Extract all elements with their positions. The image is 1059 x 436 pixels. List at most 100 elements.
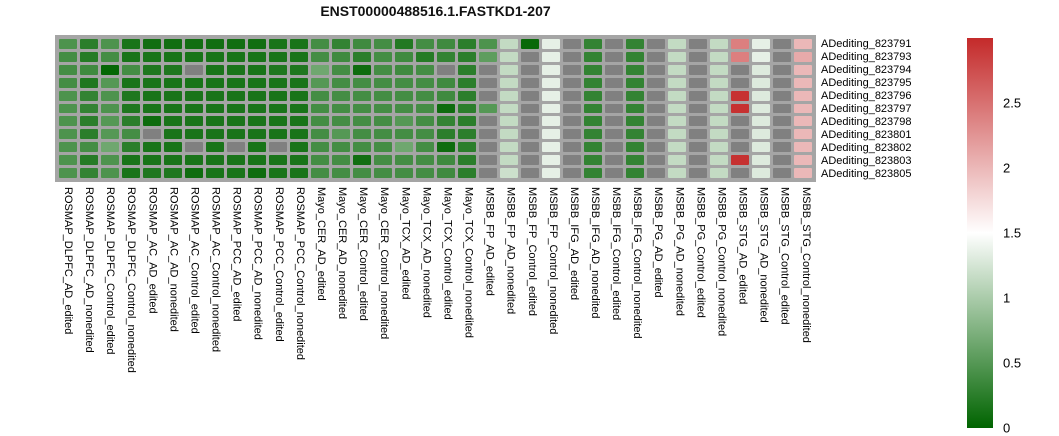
heatmap-cell [689, 116, 707, 127]
heatmap-cell [59, 129, 77, 140]
heatmap-cell [122, 77, 140, 88]
heatmap-cell [227, 155, 245, 166]
heatmap-cell [794, 116, 812, 127]
heatmap-cell [311, 77, 329, 88]
heatmap-cell [332, 155, 350, 166]
heatmap-cell [353, 155, 371, 166]
heatmap-cell [521, 77, 539, 88]
heatmap-cell [332, 64, 350, 75]
column-label: MSBB_IFG_AD_nonedited [589, 187, 601, 319]
heatmap-cell [668, 116, 686, 127]
heatmap-cell [584, 39, 602, 49]
heatmap-cell [563, 103, 581, 114]
heatmap-cell [416, 129, 434, 140]
heatmap-cell [479, 155, 497, 166]
heatmap-cell [143, 64, 161, 75]
heatmap-cell [80, 51, 98, 62]
heatmap-cell [206, 155, 224, 166]
heatmap-cell [752, 103, 770, 114]
heatmap-cell [458, 64, 476, 75]
heatmap-cell [689, 77, 707, 88]
heatmap-cell [101, 142, 119, 153]
column-label: ROSMAP_DLPFC_AD_nonedited [83, 187, 96, 353]
heatmap-cell [185, 77, 203, 88]
heatmap-cell [416, 64, 434, 75]
heatmap-cell [353, 90, 371, 101]
heatmap-cell [164, 155, 182, 166]
heatmap-cell [542, 39, 560, 49]
heatmap-cell [479, 51, 497, 62]
heatmap-cell [794, 142, 812, 153]
column-label: ROSMAP_AC_Control_nonedited [209, 187, 222, 353]
heatmap-cell [542, 142, 560, 153]
row-label: ADediting_823793 [821, 50, 912, 63]
column-label: MSBB_IFG_AD_edited [567, 187, 580, 301]
heatmap-cell [584, 90, 602, 101]
row-label: ADediting_823803 [821, 154, 912, 167]
heatmap-cell [437, 129, 455, 140]
heatmap-cell [248, 51, 266, 62]
heatmap-cell [80, 103, 98, 114]
column-label: ROSMAP_PCC_Control_nonedited [293, 187, 306, 361]
heatmap-cell [101, 103, 119, 114]
heatmap-cell [311, 39, 329, 49]
column-labels: ROSMAP_DLPFC_AD_edited ROSMAP_DLPFC_AD_no… [55, 187, 816, 428]
heatmap-cell [395, 116, 413, 127]
column-label: Mayo_TCX_AD_edited [399, 187, 412, 300]
heatmap-cell [437, 39, 455, 49]
colorbar-tick-label: 2.5 [1003, 95, 1022, 111]
heatmap-cell [269, 51, 287, 62]
heatmap-cell [101, 129, 119, 140]
heatmap-cell [437, 51, 455, 62]
heatmap-cell [689, 39, 707, 49]
heatmap-cell [395, 39, 413, 49]
heatmap-cell [143, 129, 161, 140]
heatmap-cell [773, 129, 791, 140]
heatmap-cell [500, 116, 518, 127]
heatmap-cell [227, 64, 245, 75]
heatmap-cell [689, 103, 707, 114]
heatmap-grid [55, 35, 816, 182]
heatmap-cell [479, 90, 497, 101]
heatmap-cell [311, 168, 329, 178]
heatmap-cell [437, 142, 455, 153]
heatmap-cell [794, 39, 812, 49]
heatmap-cell [374, 39, 392, 49]
heatmap-cell [521, 155, 539, 166]
heatmap-cell [689, 155, 707, 166]
heatmap-cell [458, 39, 476, 49]
heatmap-cell [626, 77, 644, 88]
heatmap-cell [794, 64, 812, 75]
heatmap-cell [605, 39, 623, 49]
heatmap-cell [794, 168, 812, 178]
heatmap-cell [395, 142, 413, 153]
heatmap-cell [311, 116, 329, 127]
column-label: MSBB_PG_AD_edited [652, 187, 665, 298]
heatmap-cell [227, 103, 245, 114]
heatmap-cell [206, 90, 224, 101]
column-label: Mayo_CER_AD_edited [314, 187, 327, 301]
heatmap-cell [164, 51, 182, 62]
column-label: MSBB_FP_AD_nonedited [504, 187, 517, 315]
heatmap-cell [416, 168, 434, 178]
heatmap-cell [269, 90, 287, 101]
heatmap-cell [80, 39, 98, 49]
column-label: MSBB_FP_AD_edited [483, 187, 496, 296]
heatmap-cell [605, 116, 623, 127]
heatmap-cell [773, 77, 791, 88]
heatmap-cell [605, 155, 623, 166]
heatmap-cell [206, 64, 224, 75]
heatmap-cell [668, 129, 686, 140]
heatmap-cell [605, 103, 623, 114]
heatmap-cell [227, 51, 245, 62]
heatmap-cell [521, 168, 539, 178]
heatmap-cell [59, 51, 77, 62]
heatmap-cell [122, 142, 140, 153]
heatmap-cell [395, 103, 413, 114]
heatmap-cell [227, 129, 245, 140]
heatmap-cell [395, 155, 413, 166]
column-label: MSBB_STG_AD_nonedited [757, 187, 770, 323]
heatmap-cell [206, 168, 224, 178]
column-label: ROSMAP_PCC_AD_nonedited [251, 187, 264, 340]
heatmap-cell [773, 103, 791, 114]
